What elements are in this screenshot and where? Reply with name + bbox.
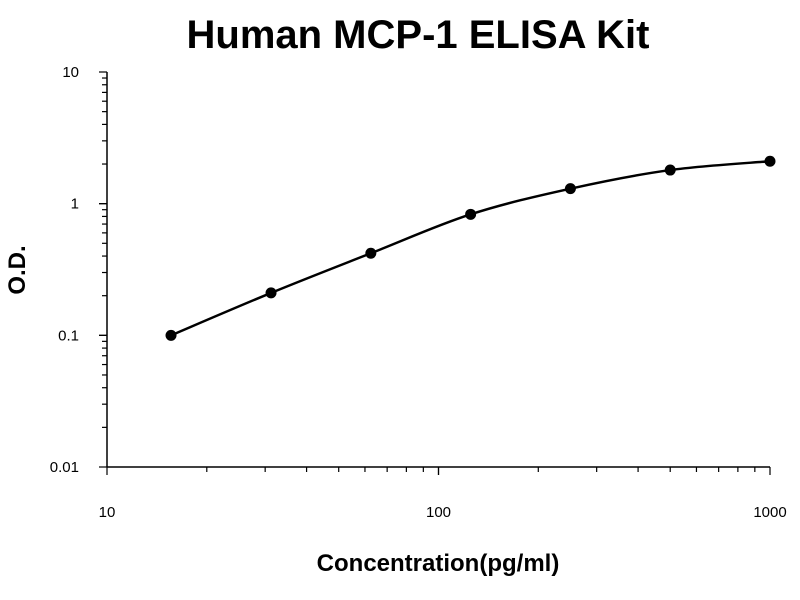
x-axis-ticks [106,467,771,475]
data-point [265,287,277,299]
data-point [465,208,477,220]
x-tick-label: 10 [99,504,116,521]
data-point [165,329,177,341]
x-tick-label: 100 [426,504,451,521]
data-point [664,164,676,176]
y-tick-label: 10 [62,64,79,81]
data-point [365,247,377,259]
chart-title: Human MCP-1 ELISA Kit [187,13,650,57]
x-tick-labels: 10 100 1000 [99,504,787,521]
y-tick-labels: 10 1 0.1 0.01 [50,64,79,476]
data-point [764,155,776,167]
plot-area: 10 100 1000 10 1 0.1 0.01 [50,64,787,521]
y-tick-label: 1 [71,196,79,213]
y-tick-label: 0.01 [50,459,79,476]
y-axis-title: O.D. [4,245,31,294]
fit-curve [170,159,771,337]
x-tick-label: 1000 [753,504,786,521]
y-axis-ticks [99,71,107,468]
data-points [165,155,776,341]
data-point [564,183,576,195]
x-axis-title: Concentration(pg/ml) [317,550,560,577]
y-tick-label: 0.1 [58,327,79,344]
